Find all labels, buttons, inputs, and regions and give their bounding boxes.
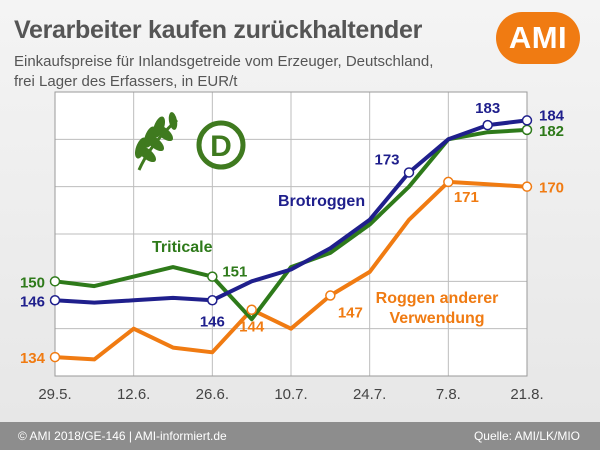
data-label: 170: [539, 180, 564, 197]
footer-copyright: © AMI 2018/GE-146 | AMI-informiert.de: [18, 429, 227, 443]
x-tick-label: 7.8.: [436, 386, 461, 403]
footer-bar: © AMI 2018/GE-146 | AMI-informiert.de Qu…: [0, 422, 600, 450]
x-tick-label: 26.6.: [196, 386, 229, 403]
data-label: 171: [454, 189, 479, 206]
series-point-marker: [246, 304, 257, 315]
chart-subtitle: Einkaufspreise für Inlandsgetreide vom E…: [14, 52, 433, 92]
data-label: 134: [20, 350, 46, 367]
data-label: 144: [239, 319, 265, 336]
x-tick-label: 21.8.: [510, 386, 543, 403]
x-tick-label: 29.5.: [38, 386, 71, 403]
series-point-marker: [521, 115, 533, 126]
data-label: 184: [539, 107, 565, 124]
label-layer: 134 144 147 171 170 150 151 182 146 146 173 183 184: [20, 100, 565, 367]
plot-border: [54, 91, 528, 377]
series-point-marker: [49, 276, 61, 287]
x-tick-label: 10.7.: [274, 386, 307, 403]
x-tick-label: 12.6.: [117, 386, 150, 403]
series-title-line-2: Verwendung: [389, 310, 484, 327]
subtitle-line-2: frei Lager des Erfassers, in EUR/t: [14, 73, 238, 90]
series-point-marker: [521, 124, 533, 136]
d-badge: [196, 120, 246, 170]
series-title: Triticale: [152, 239, 213, 256]
x-tick-label: 24.7.: [353, 386, 386, 403]
data-label: 173: [374, 151, 399, 168]
series-point-marker: [207, 271, 218, 282]
series-point-marker: [443, 176, 454, 188]
data-label: 183: [475, 100, 500, 117]
footer-source: Quelle: AMI/LK/MIO: [473, 429, 580, 443]
series-line-2: [53, 118, 529, 305]
data-label: 146: [20, 293, 45, 310]
series-point-marker: [49, 351, 61, 363]
ami-logo: AMI: [496, 12, 580, 64]
line-chart: D 134 144 147 171 170 150 151 182 146 146 173 183 18…: [20, 91, 565, 403]
data-label: 147: [338, 305, 363, 322]
wheat-ears-icon: [134, 112, 178, 171]
marker-layer: [49, 115, 533, 363]
data-label: 151: [222, 264, 247, 281]
data-label: 150: [20, 274, 45, 291]
series-title: Brotroggen: [278, 193, 365, 210]
series-title-layer: Brotroggen Triticale Roggen anderer Verwend…: [152, 193, 498, 327]
data-label: 146: [200, 313, 225, 330]
series-point-marker: [403, 167, 415, 178]
series-point-marker: [482, 119, 493, 131]
chart-title: Verarbeiter kaufen zurückhaltender: [14, 16, 423, 44]
series-point-marker: [521, 181, 533, 192]
series-point-marker: [207, 295, 218, 306]
subtitle-line-1: Einkaufspreise für Inlandsgetreide vom E…: [14, 53, 434, 70]
data-label: 182: [539, 123, 564, 140]
wheat-emblem: D: [134, 112, 246, 171]
series-point-marker: [325, 290, 336, 301]
series-title: Roggen anderer: [376, 290, 499, 307]
d-badge-letter: D: [210, 130, 232, 163]
x-axis-ticks: 29.5. 12.6. 26.6. 10.7. 24.7. 7.8. 21.8.: [38, 386, 543, 403]
series-point-marker: [49, 295, 61, 306]
